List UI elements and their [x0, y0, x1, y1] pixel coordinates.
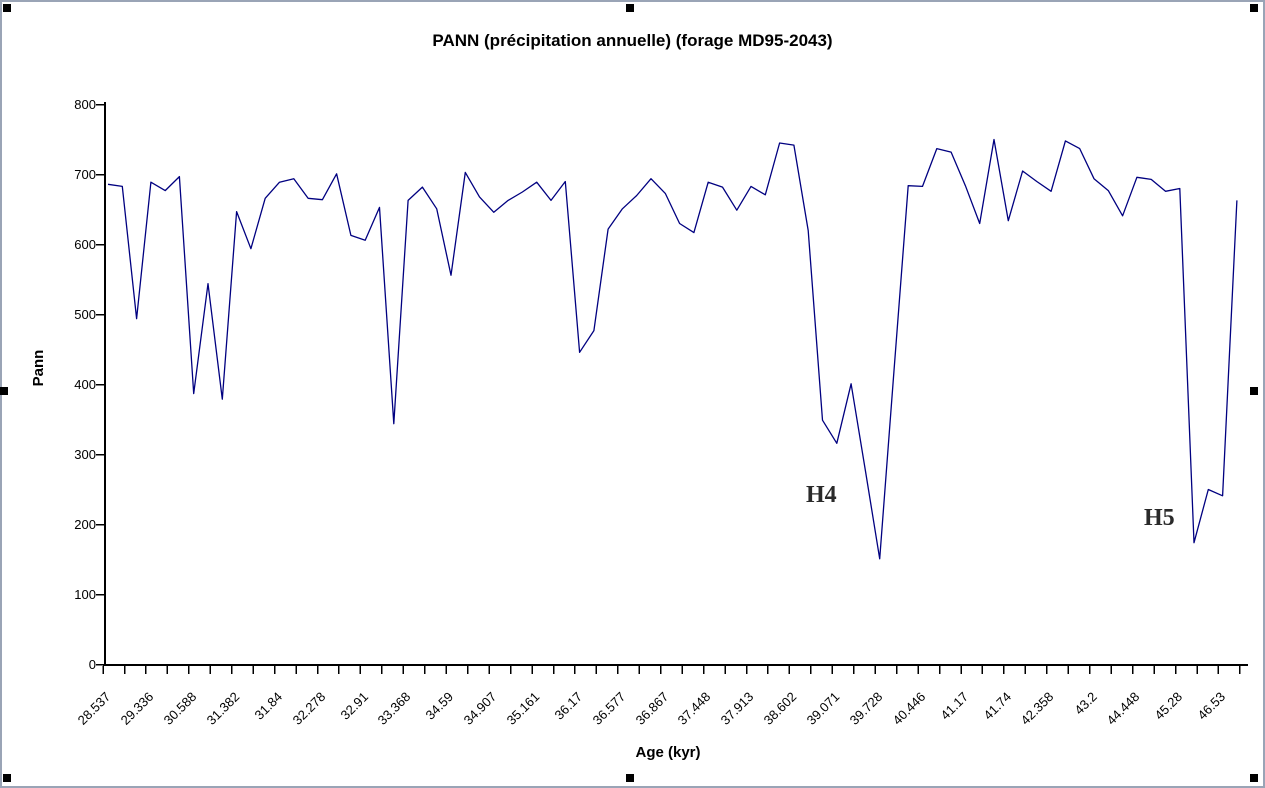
selection-handle[interactable] — [626, 774, 634, 782]
chart-title: PANN (précipitation annuelle) (forage MD… — [432, 31, 833, 50]
annotation-h4: H4 — [806, 482, 837, 508]
selection-handle[interactable] — [1250, 774, 1258, 782]
y-axis-title: Pann — [30, 349, 47, 387]
y-tick-label: 800 — [74, 97, 96, 112]
y-tick-label: 0 — [88, 657, 96, 672]
y-tick-label: 600 — [74, 237, 96, 252]
y-tick-label: 100 — [74, 587, 96, 602]
data-line — [107, 138, 1238, 560]
selection-handle[interactable] — [0, 387, 8, 395]
annotation-h5: H5 — [1144, 505, 1175, 531]
y-tick-label: 300 — [74, 447, 96, 462]
y-tick-label: 400 — [74, 377, 96, 392]
selection-handle[interactable] — [3, 4, 11, 12]
y-tick-label: 200 — [74, 517, 96, 532]
x-axis-title: Age (kyr) — [635, 744, 701, 761]
selection-handle[interactable] — [1250, 4, 1258, 12]
selection-handle[interactable] — [1250, 387, 1258, 395]
y-tick-label: 700 — [74, 167, 96, 182]
selection-handle[interactable] — [3, 774, 11, 782]
y-tick-label: 500 — [74, 307, 96, 322]
selection-handle[interactable] — [626, 4, 634, 12]
